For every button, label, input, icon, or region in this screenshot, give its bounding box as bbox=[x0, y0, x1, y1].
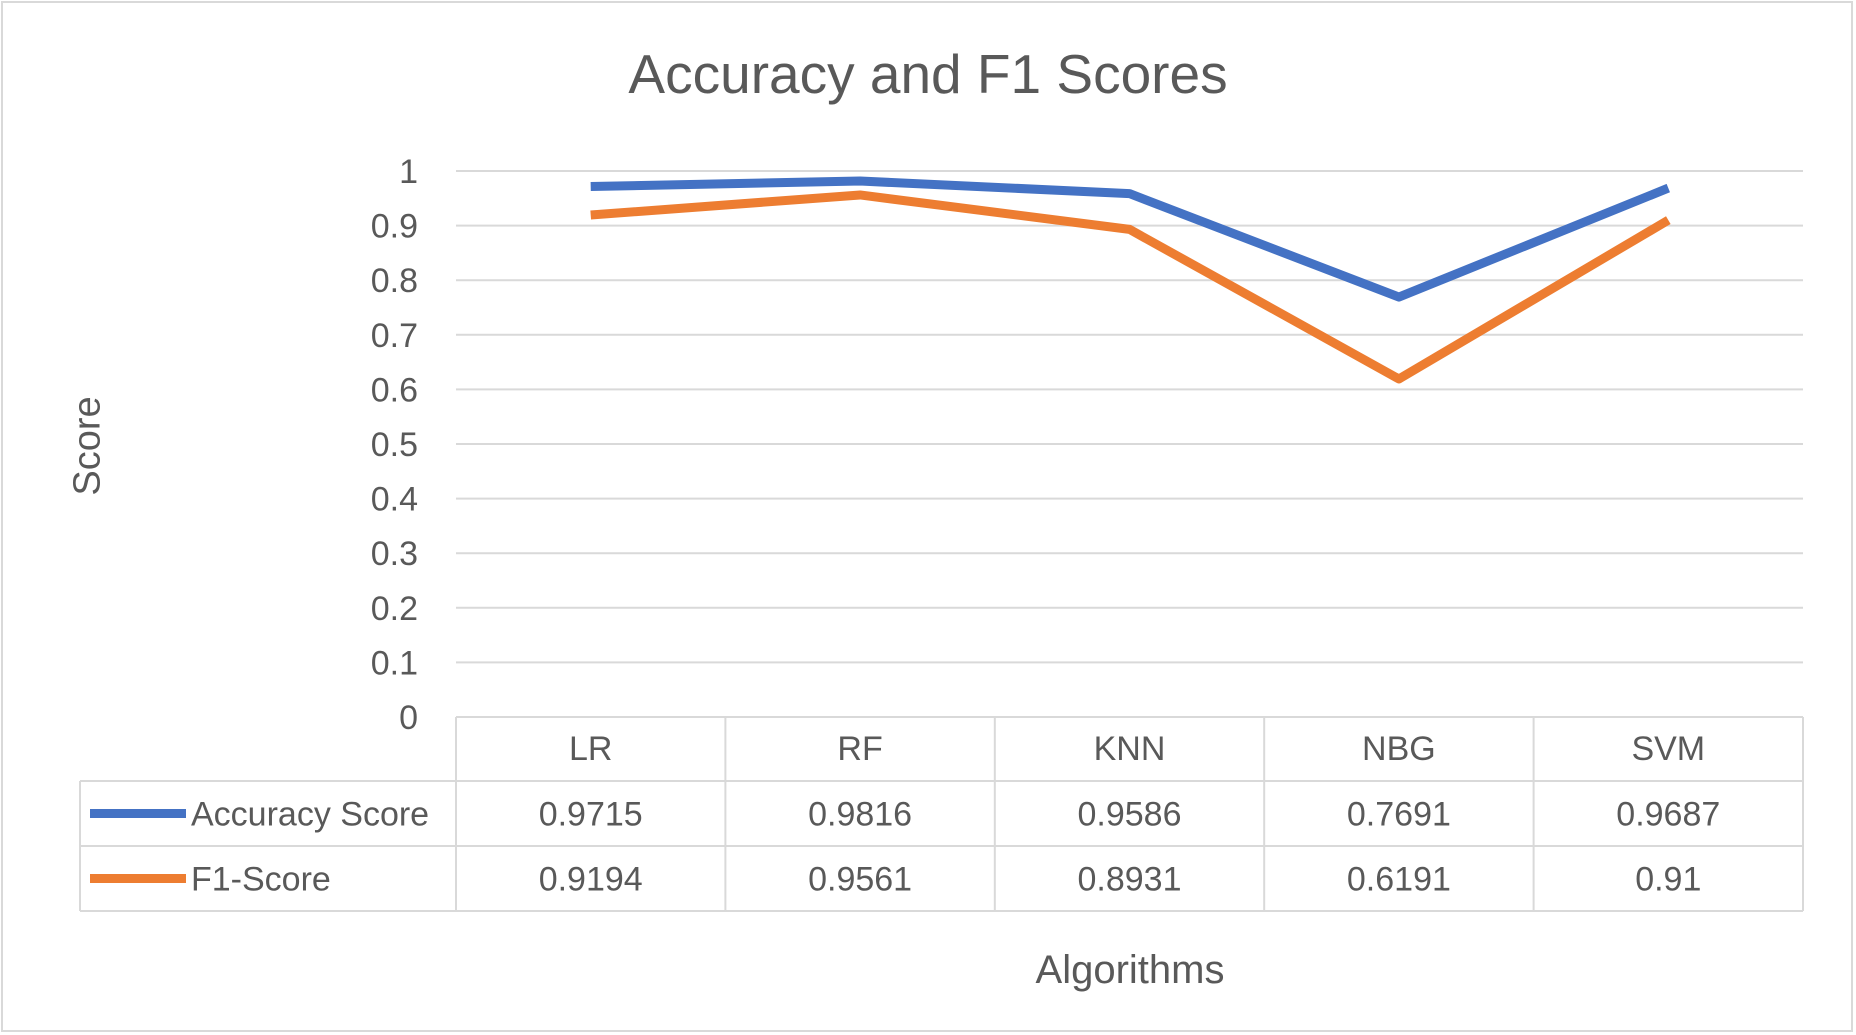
legend-label: Accuracy Score bbox=[191, 796, 429, 834]
data-label: 0.9715 bbox=[539, 796, 643, 834]
data-label: 0.9194 bbox=[539, 861, 643, 899]
data-label: 0.7691 bbox=[1347, 796, 1451, 834]
chart-title-text: Accuracy and F1 Scores bbox=[628, 43, 1228, 105]
y-tick-label: 0.8 bbox=[371, 262, 418, 300]
x-category-label: KNN bbox=[1094, 730, 1166, 768]
series-line bbox=[590, 176, 1670, 302]
y-tick-label: 0.5 bbox=[371, 426, 418, 464]
y-tick-label: 0.4 bbox=[371, 481, 418, 519]
legend-label: F1-Score bbox=[191, 861, 331, 899]
y-tick-label: 0.1 bbox=[371, 644, 418, 682]
y-tick-label: 0.2 bbox=[371, 590, 418, 628]
data-label: 0.9816 bbox=[808, 796, 912, 834]
data-label: 0.8931 bbox=[1078, 861, 1182, 899]
series-line bbox=[590, 190, 1671, 384]
x-category-label: RF bbox=[837, 730, 882, 768]
y-tick-label: 1 bbox=[399, 153, 418, 191]
data-label: 0.6191 bbox=[1347, 861, 1451, 899]
data-label: 0.9561 bbox=[808, 861, 912, 899]
x-category-label: LR bbox=[569, 730, 612, 768]
x-axis-label: Algorithms bbox=[1035, 948, 1225, 992]
y-tick-label: 0.3 bbox=[371, 535, 418, 573]
data-label: 0.9586 bbox=[1078, 796, 1182, 834]
x-category-label: SVM bbox=[1631, 730, 1705, 768]
x-category-label: NBG bbox=[1362, 730, 1436, 768]
y-tick-label: 0.7 bbox=[371, 317, 418, 355]
data-label: 0.91 bbox=[1635, 861, 1701, 899]
data-label: 0.9687 bbox=[1616, 796, 1720, 834]
y-tick-label: 0 bbox=[399, 699, 418, 737]
y-tick-label: 0.9 bbox=[371, 208, 418, 246]
chart-title: Accuracy and F1 Scores bbox=[0, 42, 1856, 106]
y-tick-label: 0.6 bbox=[371, 371, 418, 409]
